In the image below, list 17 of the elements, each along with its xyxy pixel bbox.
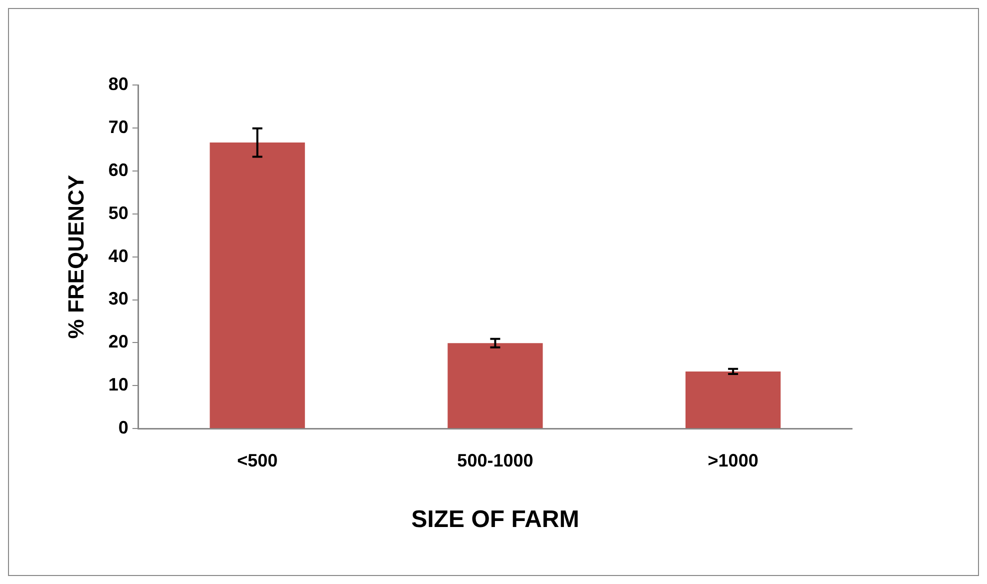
x-tick-label: 500-1000 bbox=[457, 450, 534, 470]
y-tick-label: 0 bbox=[118, 418, 128, 438]
y-tick-label: 80 bbox=[108, 74, 128, 94]
y-tick-label: 50 bbox=[108, 202, 128, 223]
y-tick-label: 70 bbox=[108, 116, 128, 137]
x-tick-label: <500 bbox=[237, 450, 278, 470]
bar bbox=[686, 371, 781, 428]
y-tick-label: 20 bbox=[108, 332, 128, 352]
bar bbox=[210, 142, 305, 428]
y-axis-title: % FREQUENCY bbox=[63, 174, 88, 339]
bar bbox=[448, 343, 543, 428]
y-tick-label: 30 bbox=[108, 288, 128, 309]
x-axis-title: SIZE OF FARM bbox=[411, 506, 580, 534]
y-tick-label: 10 bbox=[108, 374, 128, 395]
y-tick-label: 40 bbox=[108, 246, 128, 266]
x-tick-label: >1000 bbox=[708, 450, 758, 470]
y-tick-label: 60 bbox=[108, 160, 128, 180]
